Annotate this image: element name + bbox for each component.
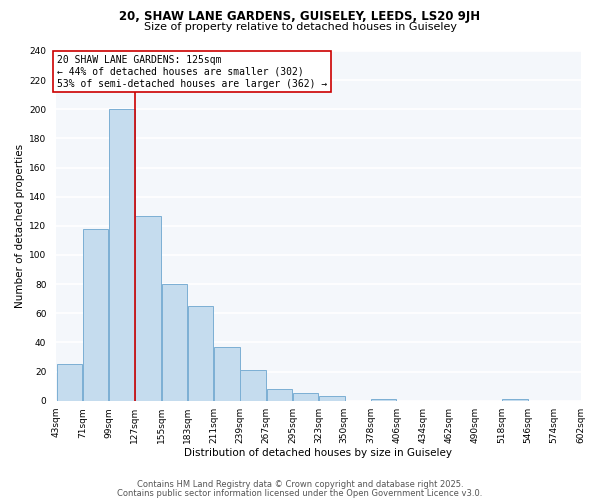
Bar bbox=[109, 110, 134, 401]
Bar bbox=[293, 394, 319, 400]
Bar bbox=[266, 389, 292, 400]
Bar bbox=[83, 229, 108, 400]
Bar bbox=[319, 396, 344, 400]
Bar bbox=[188, 306, 214, 400]
Bar bbox=[161, 284, 187, 401]
Text: Size of property relative to detached houses in Guiseley: Size of property relative to detached ho… bbox=[143, 22, 457, 32]
Y-axis label: Number of detached properties: Number of detached properties bbox=[15, 144, 25, 308]
Text: Contains HM Land Registry data © Crown copyright and database right 2025.: Contains HM Land Registry data © Crown c… bbox=[137, 480, 463, 489]
Bar bbox=[56, 364, 82, 400]
Text: Contains public sector information licensed under the Open Government Licence v3: Contains public sector information licen… bbox=[118, 488, 482, 498]
Bar bbox=[136, 216, 161, 400]
Text: 20, SHAW LANE GARDENS, GUISELEY, LEEDS, LS20 9JH: 20, SHAW LANE GARDENS, GUISELEY, LEEDS, … bbox=[119, 10, 481, 23]
X-axis label: Distribution of detached houses by size in Guiseley: Distribution of detached houses by size … bbox=[184, 448, 452, 458]
Bar bbox=[241, 370, 266, 400]
Text: 20 SHAW LANE GARDENS: 125sqm
← 44% of detached houses are smaller (302)
53% of s: 20 SHAW LANE GARDENS: 125sqm ← 44% of de… bbox=[57, 56, 328, 88]
Bar bbox=[214, 347, 239, 401]
